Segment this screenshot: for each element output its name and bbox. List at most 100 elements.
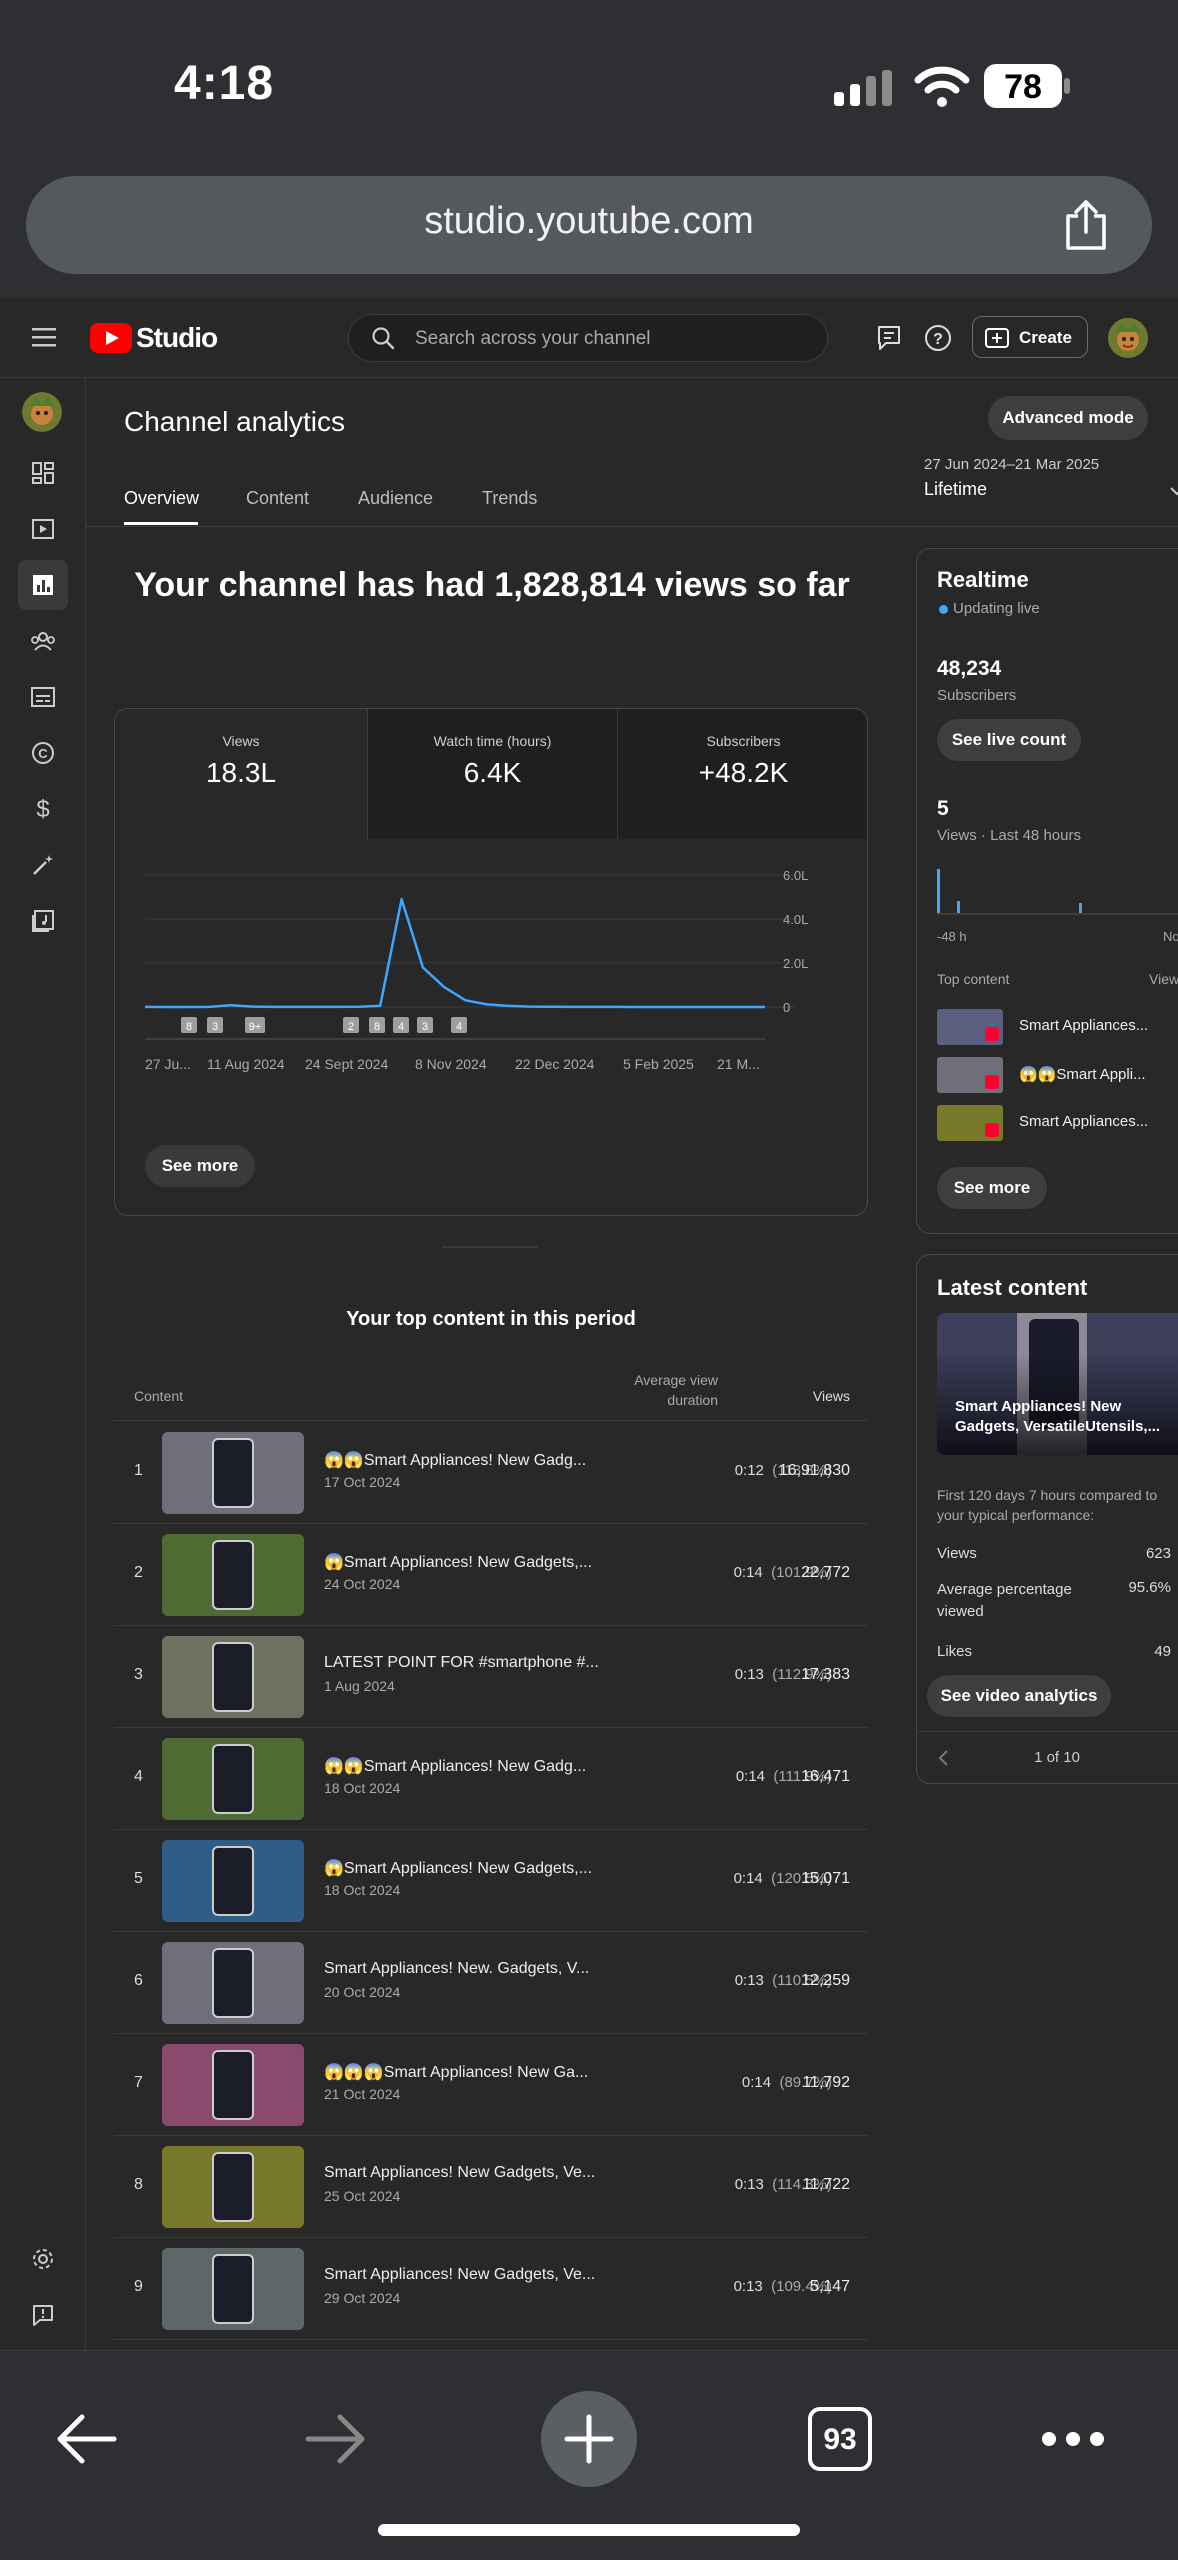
avatar[interactable] — [1108, 318, 1148, 358]
back-arrow-icon[interactable] — [54, 2411, 118, 2467]
video-thumbnail[interactable] — [162, 1534, 304, 1616]
row-divider — [114, 2339, 868, 2340]
video-marker[interactable] — [393, 1017, 409, 1033]
realtime-see-more-button[interactable]: See more — [937, 1167, 1047, 1209]
table-row[interactable]: 5 😱Smart Appliances! New Gadgets,... 18 … — [114, 1830, 868, 1932]
earn-icon[interactable]: $ — [18, 784, 68, 834]
community-icon[interactable] — [18, 616, 68, 666]
realtime-top-item[interactable]: Smart Appliances... — [937, 1007, 1178, 1047]
menu-icon[interactable] — [32, 326, 56, 348]
feedback-icon[interactable] — [876, 324, 902, 352]
logo-text: Studio — [136, 322, 218, 353]
tab-content[interactable]: Content — [246, 488, 310, 508]
see-video-analytics-button[interactable]: See video analytics — [927, 1675, 1111, 1717]
avg-duration-value: 0:14 — [741, 2074, 772, 2091]
search-input[interactable]: Search across your channel — [348, 314, 828, 362]
new-tab-button[interactable] — [541, 2391, 637, 2487]
address-bar[interactable]: studio.youtube.com — [26, 176, 1152, 274]
forward-arrow-icon[interactable] — [304, 2411, 368, 2467]
live-dot-icon — [939, 605, 948, 614]
see-live-count-button[interactable]: See live count — [937, 719, 1081, 761]
settings-icon[interactable] — [18, 2234, 68, 2284]
realtime-top-item[interactable]: 😱😱Smart Appli... — [937, 1055, 1178, 1095]
customization-icon[interactable] — [18, 840, 68, 890]
video-thumbnail[interactable] — [162, 2248, 304, 2330]
date-range-picker[interactable]: 27 Jun 2024–21 Mar 2025 Lifetime — [924, 456, 1178, 516]
copyright-icon[interactable]: C — [18, 728, 68, 778]
video-marker[interactable] — [417, 1017, 433, 1033]
tab-audience[interactable]: Audience — [358, 488, 434, 508]
svg-text:C: C — [38, 746, 48, 761]
table-row[interactable]: 3 LATEST POINT FOR #smartphone #... 1 Au… — [114, 1626, 868, 1728]
views-count: 16,471 — [801, 1768, 850, 1785]
video-title[interactable]: 😱😱😱Smart Appliances! New Ga... — [324, 2064, 589, 2081]
video-title[interactable]: 😱Smart Appliances! New Gadgets,... — [324, 1554, 593, 1571]
active-tab-indicator — [124, 522, 198, 525]
views-count: 12,259 — [801, 1972, 850, 1989]
tab-trends[interactable]: Trends — [482, 488, 538, 508]
avg-duration-percent: (110.5%) — [772, 1972, 832, 1989]
chevron-left-icon[interactable] — [937, 1749, 949, 1767]
table-row[interactable]: 6 Smart Appliances! New. Gadgets, V... 2… — [114, 1932, 868, 2034]
video-title[interactable]: 😱Smart Appliances! New Gadgets,... — [324, 1860, 593, 1877]
latest-stat-value: 95.6% — [1128, 1579, 1171, 1596]
dashboard-icon[interactable] — [18, 448, 68, 498]
video-marker[interactable] — [451, 1017, 467, 1033]
avg-duration: 0:14 (89.7%) — [612, 2074, 832, 2091]
pager-divider — [917, 1731, 1178, 1732]
table-row[interactable]: 1 😱😱Smart Appliances! New Gadg... 17 Oct… — [114, 1422, 868, 1524]
more-options-icon[interactable] — [1040, 2429, 1106, 2449]
video-marker[interactable] — [369, 1017, 385, 1033]
video-marker[interactable] — [343, 1017, 359, 1033]
table-row[interactable]: 7 😱😱😱Smart Appliances! New Ga... 21 Oct … — [114, 2034, 868, 2136]
top-content-title: Your top content in this period — [346, 1308, 636, 1330]
metric-tab-subscribers[interactable]: Subscribers +48.2K — [617, 709, 867, 839]
video-marker[interactable] — [207, 1017, 223, 1033]
video-title[interactable]: LATEST POINT FOR #smartphone #... — [324, 1654, 599, 1671]
advanced-mode-button[interactable]: Advanced mode — [988, 396, 1148, 440]
tab-switcher-button[interactable]: 93 — [808, 2407, 872, 2471]
youtube-studio-logo[interactable]: Studio — [90, 320, 220, 356]
table-row[interactable]: 9 Smart Appliances! New Gadgets, Ve... 2… — [114, 2238, 868, 2340]
video-thumbnail[interactable] — [162, 1942, 304, 2024]
row-rank: 1 — [134, 1462, 143, 1479]
help-icon[interactable]: ? — [924, 324, 952, 352]
publish-date: 17 Oct 2024 — [324, 1474, 401, 1490]
video-title[interactable]: 😱😱Smart Appliances! New Gadg... — [324, 1758, 587, 1775]
chevron-down-icon — [1170, 487, 1178, 496]
video-title[interactable]: Smart Appliances! New. Gadgets, V... — [324, 1960, 590, 1977]
send-feedback-icon[interactable] — [18, 2290, 68, 2340]
metric-tab-views[interactable]: Views 18.3L — [115, 709, 367, 839]
video-thumbnail[interactable] — [162, 1738, 304, 1820]
audio-library-icon[interactable] — [18, 896, 68, 946]
video-thumbnail[interactable] — [162, 1840, 304, 1922]
analytics-icon[interactable] — [18, 560, 68, 610]
video-marker[interactable] — [245, 1017, 265, 1033]
channel-avatar[interactable] — [22, 392, 62, 432]
video-marker[interactable] — [181, 1017, 197, 1033]
metric-value: +48.2K — [698, 757, 789, 788]
metric-tab-watch-time[interactable]: Watch time (hours) 6.4K — [367, 709, 617, 839]
subtitles-icon[interactable] — [18, 672, 68, 722]
table-row[interactable]: 8 Smart Appliances! New Gadgets, Ve... 2… — [114, 2136, 868, 2238]
content-icon[interactable] — [18, 504, 68, 554]
row-rank: 5 — [134, 1870, 143, 1887]
table-row[interactable]: 2 😱Smart Appliances! New Gadgets,... 24 … — [114, 1524, 868, 1626]
create-button[interactable]: Create — [972, 316, 1088, 358]
updating-status: Updating live — [953, 600, 1040, 617]
video-thumbnail[interactable] — [162, 1432, 304, 1514]
video-marker-label: 2 — [348, 1021, 354, 1033]
video-title[interactable]: Smart Appliances! New Gadgets, Ve... — [324, 2164, 596, 2181]
see-more-button[interactable]: See more — [145, 1145, 255, 1187]
video-thumbnail[interactable] — [162, 2044, 304, 2126]
video-thumbnail[interactable] — [162, 2146, 304, 2228]
video-title[interactable]: Smart Appliances! New Gadgets, Ve... — [324, 2266, 596, 2283]
video-title[interactable]: 😱😱Smart Appliances! New Gadg... — [324, 1452, 587, 1469]
video-thumbnail[interactable] — [162, 1636, 304, 1718]
latest-video-thumbnail[interactable]: Smart Appliances! New Gadgets, Versatile… — [937, 1313, 1178, 1455]
share-icon[interactable] — [1062, 198, 1110, 252]
add-video-icon — [985, 328, 1009, 348]
realtime-top-item[interactable]: Smart Appliances... — [937, 1103, 1178, 1143]
table-row[interactable]: 4 😱😱Smart Appliances! New Gadg... 18 Oct… — [114, 1728, 868, 1830]
tab-overview[interactable]: Overview — [124, 488, 200, 508]
